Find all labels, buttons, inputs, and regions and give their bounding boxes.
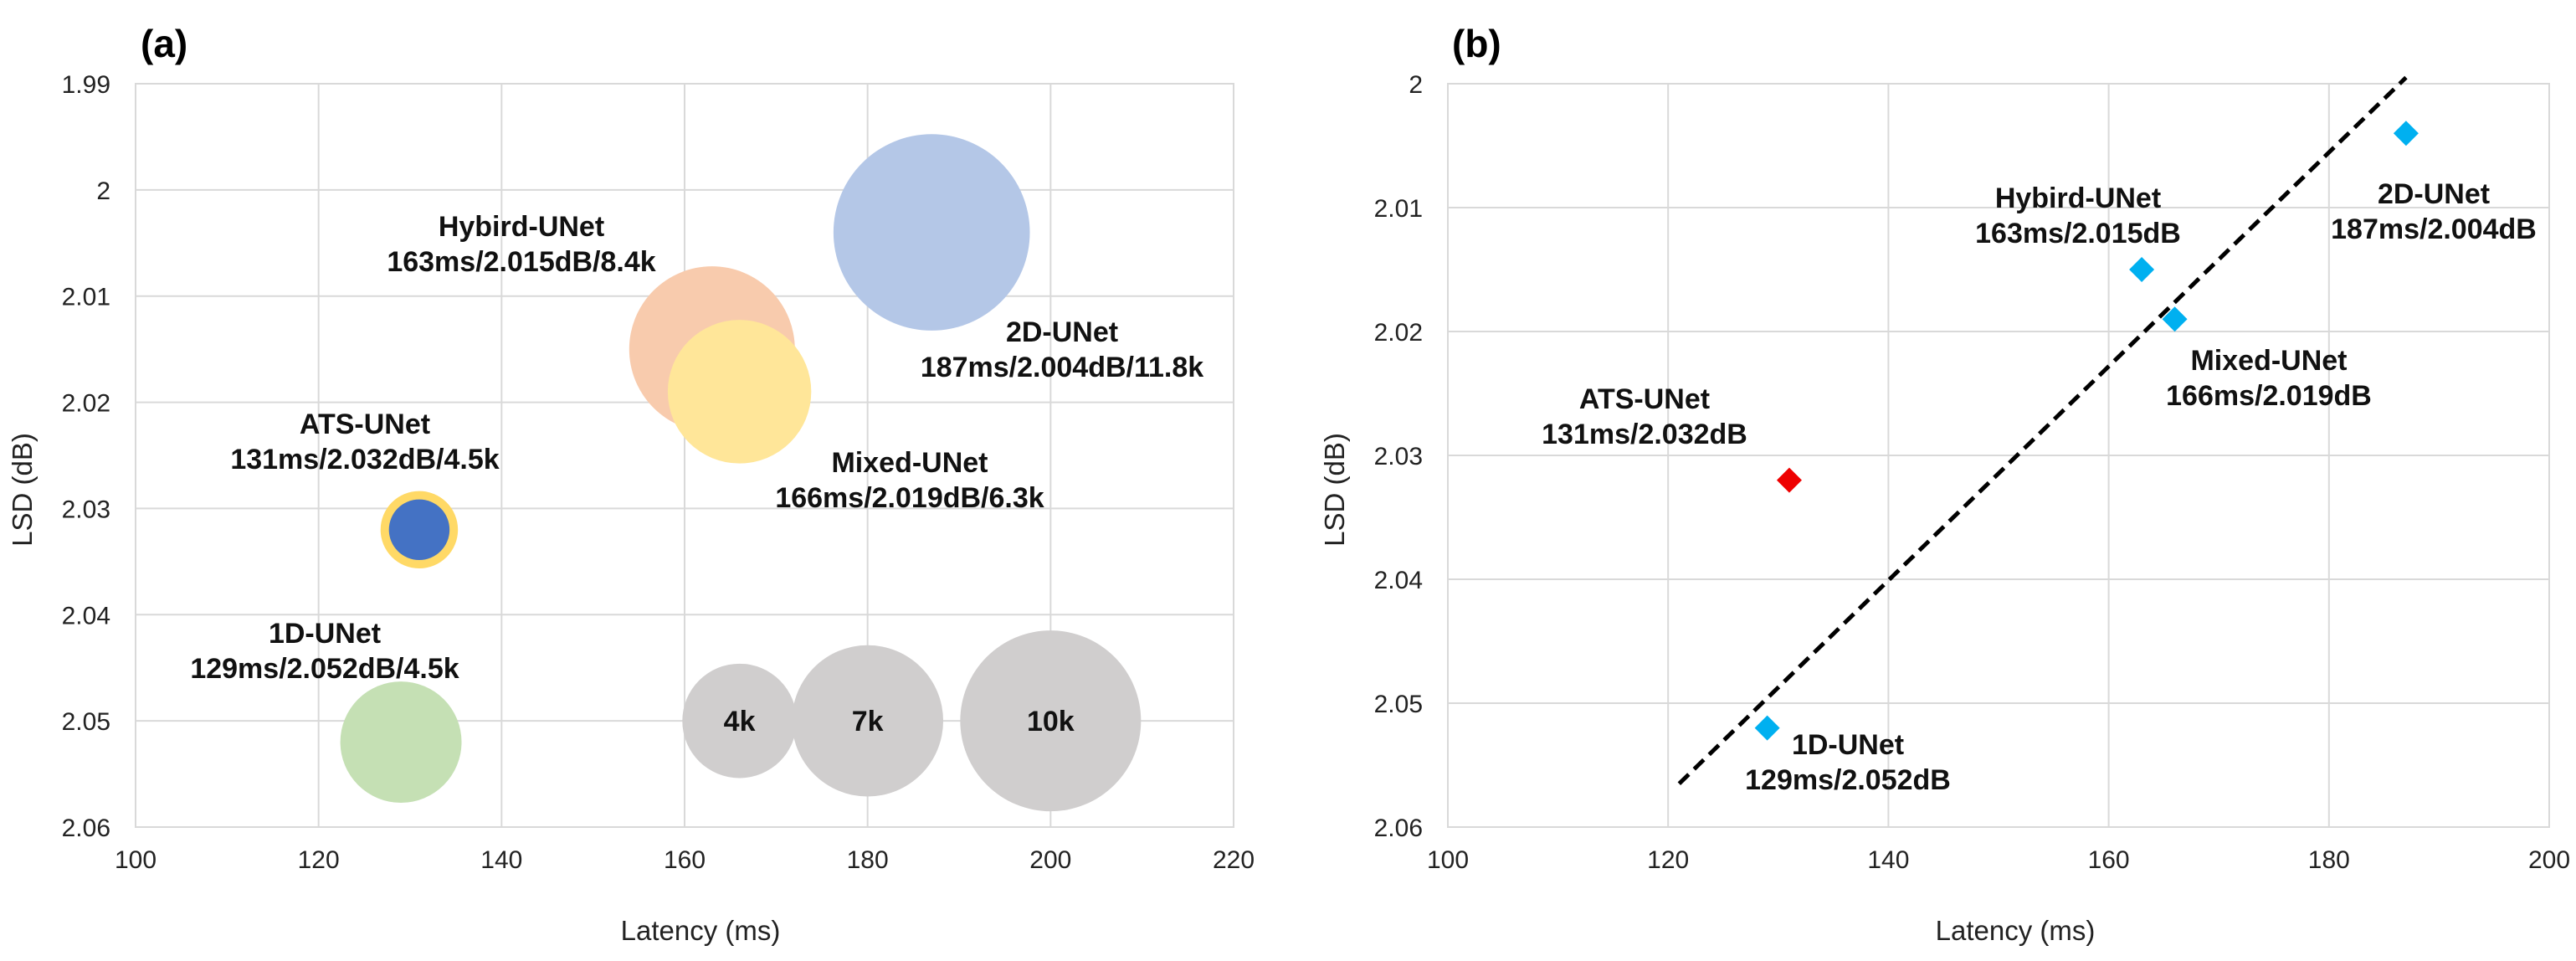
size-legend-bubble-7k bbox=[792, 645, 944, 797]
panel-a-x-tick-label: 140 bbox=[480, 846, 522, 874]
point-mixed-unet bbox=[2162, 306, 2188, 332]
annotation-name-ats-unet: ATS-UNet bbox=[300, 409, 430, 440]
trendline bbox=[1677, 75, 2408, 785]
annotation-values-hybird-unet: 163ms/2.015dB bbox=[1975, 218, 2181, 249]
size-legend-label-7k: 7k bbox=[852, 706, 884, 737]
annotation-name-2d-unet: 2D-UNet bbox=[1006, 316, 1118, 348]
panel-b-y-tick-label: 2.02 bbox=[1374, 319, 1423, 347]
panel-a-x-tick-label: 220 bbox=[1213, 846, 1255, 874]
panel-b-y-ticks: 2 2.01 2.02 2.03 2.04 2.05 2.06 bbox=[1374, 71, 1423, 842]
panel-a-y-tick-label: 2.05 bbox=[62, 708, 110, 736]
panel-a-bubble-chart: (a) 1.99 2 2.01 2.02 2.03 2.04 2.05 2.06 100 120… bbox=[7, 22, 1255, 946]
panel-a-x-axis-title: Latency (ms) bbox=[621, 915, 781, 946]
panel-b-scatter-chart: (b) 22.012.022.032.042.052.06 100 120 140 1… bbox=[1319, 22, 2570, 946]
panel-a-size-legend: 4k 7k 10k bbox=[682, 630, 1142, 812]
panel-b-y-axis-title: LSD (dB) bbox=[1319, 433, 1350, 547]
panel-b-label: (b) bbox=[1452, 22, 1501, 65]
annotation-values-2d-unet: 187ms/2.004dB/11.8k bbox=[921, 352, 1203, 383]
point-2d-unet bbox=[2393, 121, 2419, 146]
panel-a-x-ticks: 100 120 140 160 180 200 220 bbox=[115, 846, 1255, 874]
panel-a-bubbles bbox=[340, 134, 1030, 803]
panel-a-label: (a) bbox=[141, 22, 187, 65]
panel-b-x-tick-label: 160 bbox=[2088, 846, 2130, 874]
size-legend-bubble-4k bbox=[682, 663, 797, 779]
panel-a-y-tick-label: 2.06 bbox=[62, 815, 110, 842]
annotation-name-hybird-unet: Hybird-UNet bbox=[439, 211, 604, 243]
panel-b-y-tick-label: 2 bbox=[1409, 71, 1423, 99]
panel-b-x-tick-label: 100 bbox=[1427, 846, 1469, 874]
panel-a-y-tick-label: 2.04 bbox=[62, 602, 110, 630]
annotation-values-ats-unet: 131ms/2.032dB bbox=[1542, 419, 1747, 450]
bubble-ats-unet bbox=[388, 499, 450, 561]
annotation-values-1d-unet: 129ms/2.052dB bbox=[1745, 764, 1951, 796]
panel-b-y-tick-label: 2.03 bbox=[1374, 443, 1423, 470]
panel-b-y-tick-label: 2.01 bbox=[1374, 195, 1423, 223]
annotation-name-mixed-unet: Mixed-UNet bbox=[2190, 345, 2347, 377]
panel-b-y-tick-label: 2.05 bbox=[1374, 691, 1423, 718]
panel-a-x-tick-label: 160 bbox=[664, 846, 706, 874]
annotation-name-ats-unet: ATS-UNet bbox=[1579, 383, 1710, 415]
annotation-name-1d-unet: 1D-UNet bbox=[269, 618, 381, 650]
annotation-name-2d-unet: 2D-UNet bbox=[2378, 178, 2490, 210]
panel-a-x-tick-label: 120 bbox=[298, 846, 340, 874]
size-legend-label-4k: 4k bbox=[724, 706, 756, 737]
point-1d-unet bbox=[1754, 715, 1780, 741]
size-legend-bubble-10k bbox=[960, 630, 1142, 812]
panel-b-x-tick-label: 200 bbox=[2528, 846, 2570, 874]
panel-a-y-tick-label: 2 bbox=[96, 177, 110, 205]
panel-b-x-axis-title: Latency (ms) bbox=[1936, 915, 2096, 946]
panel-a-x-tick-label: 180 bbox=[847, 846, 889, 874]
panel-a-y-tick-label: 2.01 bbox=[62, 284, 110, 311]
point-hybird-unet bbox=[2129, 257, 2155, 282]
annotation-values-2d-unet: 187ms/2.004dB bbox=[2331, 213, 2537, 245]
annotation-name-1d-unet: 1D-UNet bbox=[1792, 729, 1904, 761]
bubble-1d-unet bbox=[340, 681, 462, 803]
panel-a-y-axis-title: LSD (dB) bbox=[7, 433, 38, 547]
bubble-mixed-unet bbox=[667, 320, 812, 464]
annotation-values-mixed-unet: 166ms/2.019dB bbox=[2166, 380, 2372, 412]
panel-b-points bbox=[1754, 121, 2419, 741]
annotation-values-hybird-unet: 163ms/2.015dB/8.4k bbox=[387, 246, 655, 278]
annotation-values-1d-unet: 129ms/2.052dB/4.5k bbox=[190, 653, 459, 685]
panel-a-y-tick-label: 1.99 bbox=[62, 71, 110, 99]
size-legend-label-10k: 10k bbox=[1027, 706, 1075, 737]
panel-b-x-ticks: 100 120 140 160 180 200 bbox=[1427, 846, 2570, 874]
panel-a-x-tick-label: 200 bbox=[1029, 846, 1071, 874]
annotation-name-hybird-unet: Hybird-UNet bbox=[1995, 182, 2161, 214]
bubble-2d-unet bbox=[833, 134, 1030, 331]
panel-b-y-tick-label: 2.04 bbox=[1374, 567, 1423, 594]
panel-a-x-tick-label: 100 bbox=[115, 846, 157, 874]
panel-b-x-tick-label: 180 bbox=[2308, 846, 2350, 874]
panel-b-x-tick-label: 120 bbox=[1647, 846, 1689, 874]
panel-a-y-tick-label: 2.03 bbox=[62, 496, 110, 523]
panel-b-trendline-group bbox=[1677, 75, 2408, 785]
panel-b-x-tick-label: 140 bbox=[1867, 846, 1909, 874]
panel-a-y-ticks: 1.99 2 2.01 2.02 2.03 2.04 2.05 2.06 bbox=[62, 71, 110, 842]
panel-b-y-tick-label: 2.06 bbox=[1374, 815, 1423, 842]
annotation-values-ats-unet: 131ms/2.032dB/4.5k bbox=[230, 444, 499, 475]
panel-a-y-tick-label: 2.02 bbox=[62, 390, 110, 418]
annotation-values-mixed-unet: 166ms/2.019dB/6.3k bbox=[775, 482, 1044, 514]
point-ats-unet bbox=[1776, 467, 1802, 493]
panel-b-grid bbox=[1447, 83, 2550, 828]
annotation-name-mixed-unet: Mixed-UNet bbox=[831, 447, 988, 479]
